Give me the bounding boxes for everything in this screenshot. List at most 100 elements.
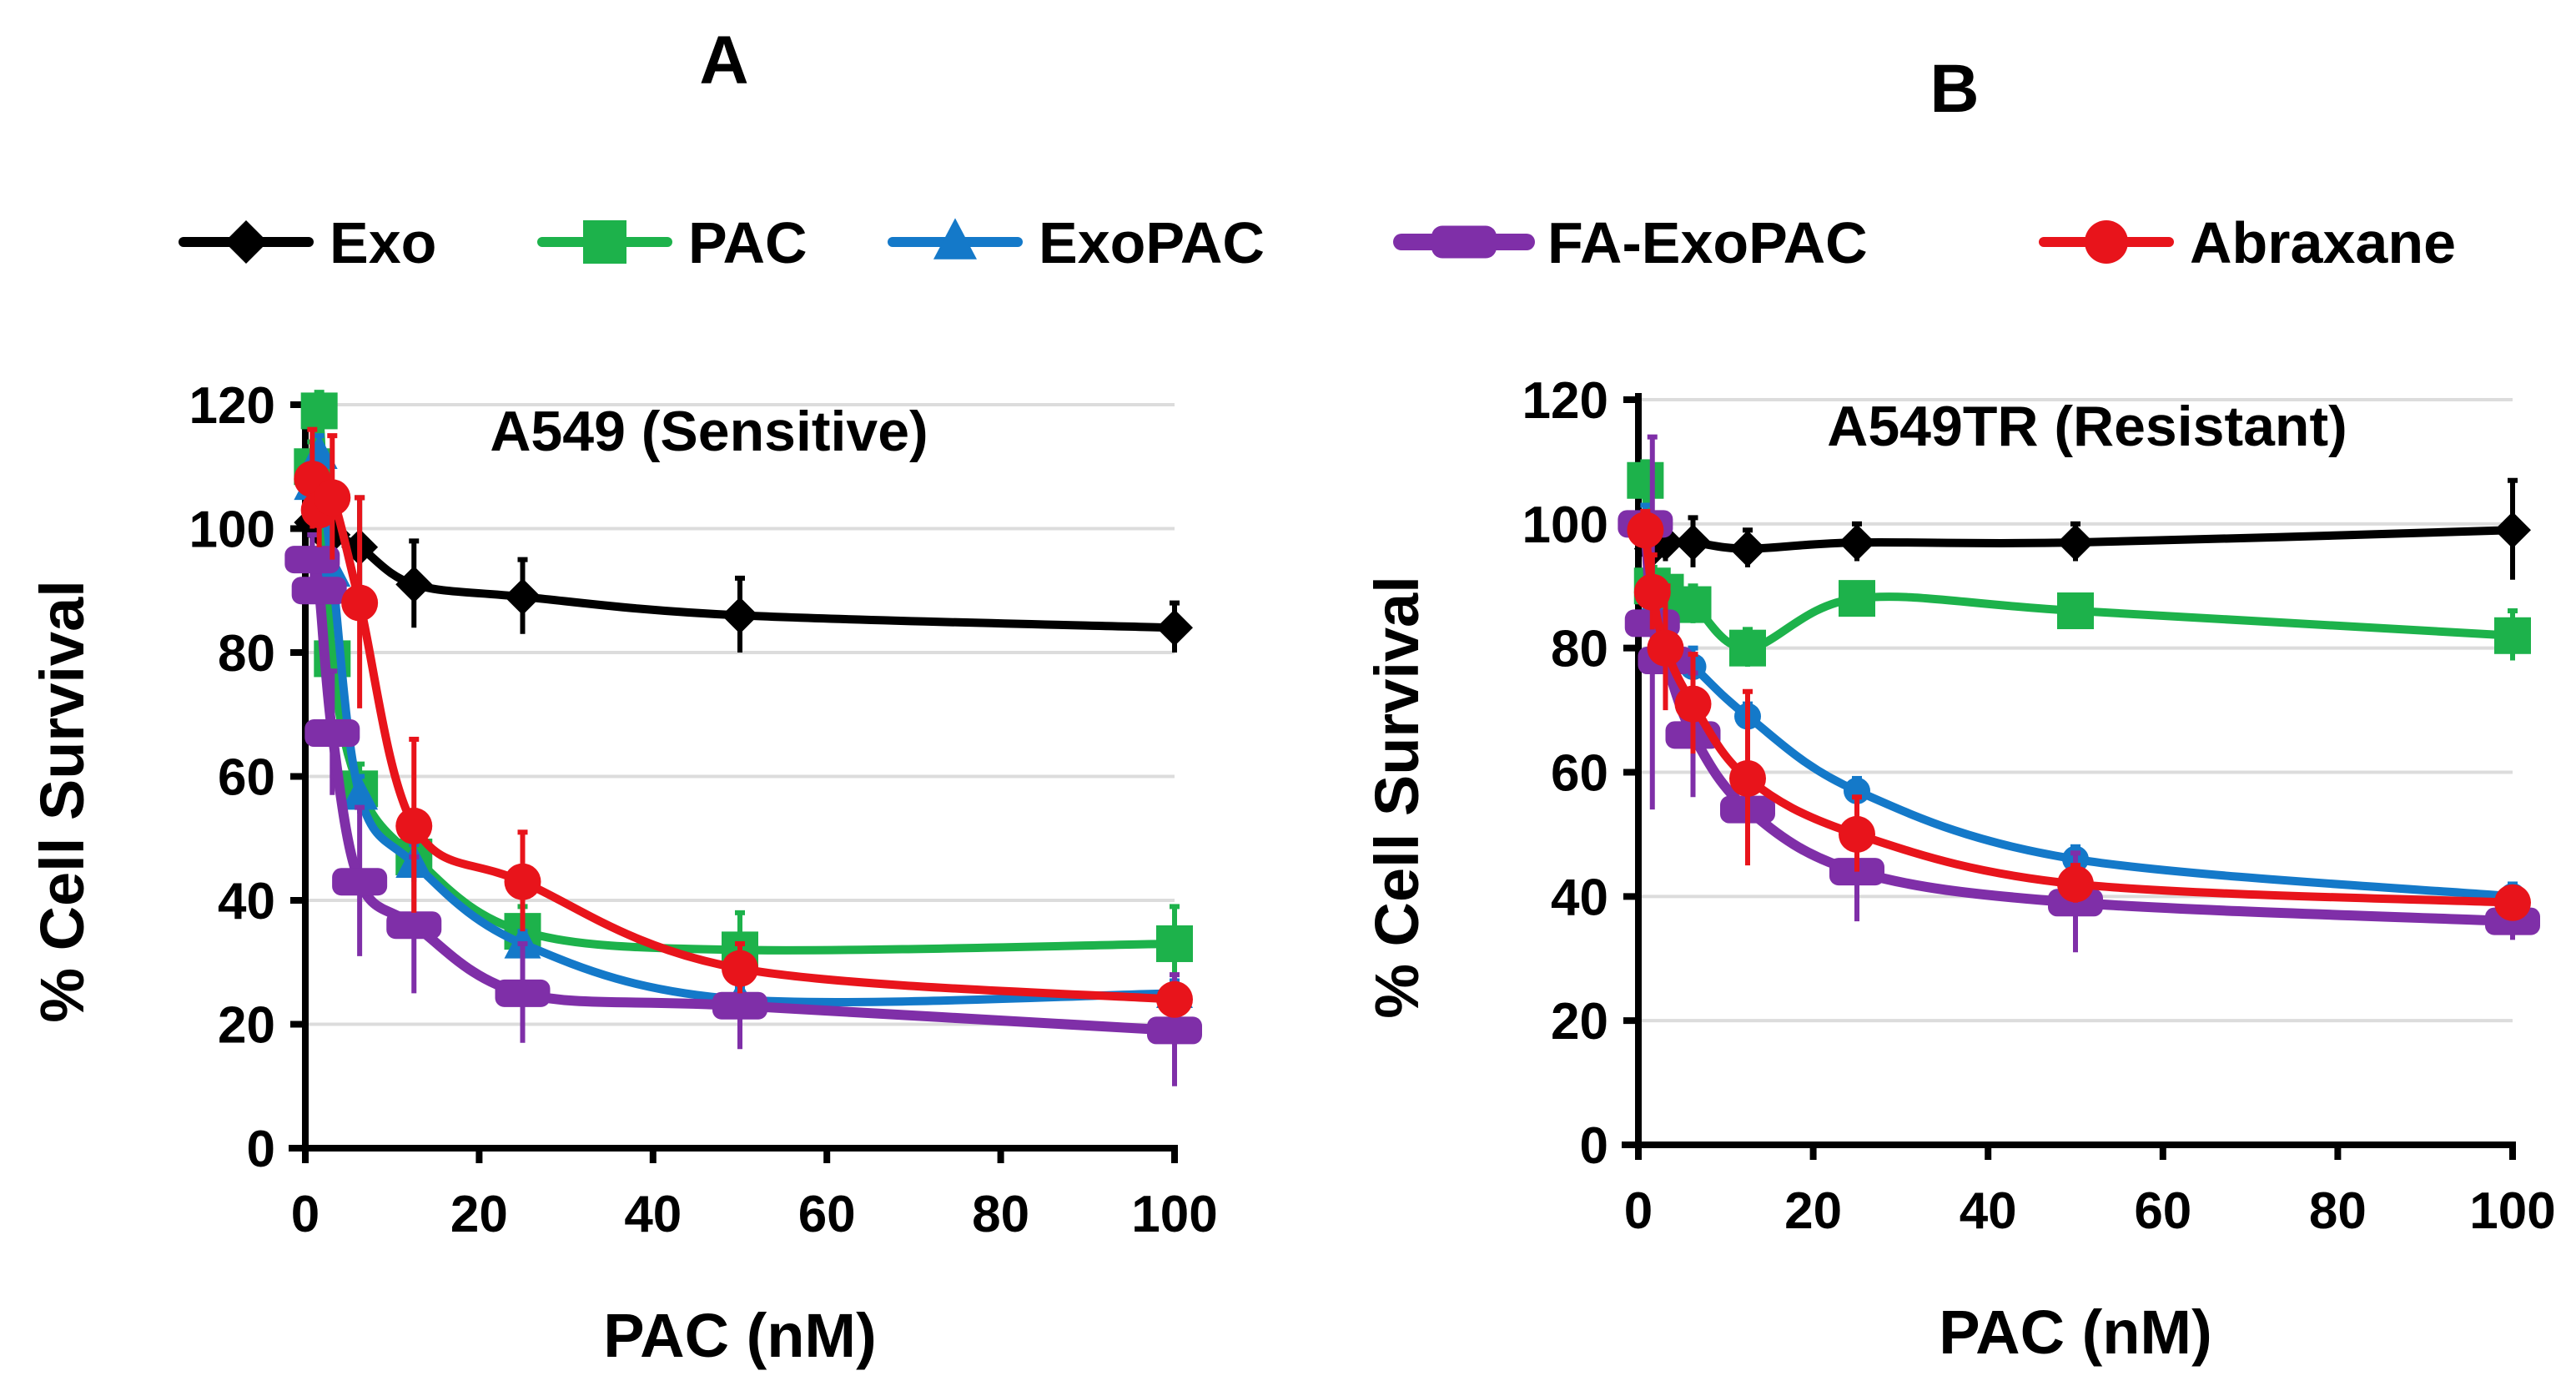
data-point	[1156, 609, 1193, 647]
series-pac	[294, 390, 1193, 987]
panel-a: 0 20 40 60 80 100 120 0 20 40 60 80 100 PAC (nM) % Cel…	[28, 377, 1218, 1370]
x-tick-label: 100	[2469, 1182, 2555, 1240]
data-point	[495, 979, 551, 1007]
data-point	[1156, 980, 1193, 1018]
legend-item-abraxane: Abraxane	[2039, 210, 2456, 275]
data-point	[291, 577, 347, 605]
data-point	[2057, 592, 2094, 630]
data-point	[1627, 461, 1664, 499]
legend-label: PAC	[688, 210, 808, 275]
y-axis-label: % Cell Survival	[28, 580, 97, 1023]
data-point	[722, 950, 758, 987]
data-point	[1839, 524, 1875, 562]
y-tick-label: 20	[218, 997, 275, 1055]
y-tick-label: 120	[1522, 372, 1608, 430]
y-tick-label: 120	[189, 377, 275, 435]
data-point	[1839, 815, 1875, 853]
data-point	[1729, 629, 1766, 667]
series-abraxane	[1627, 508, 2531, 921]
data-point	[504, 863, 541, 900]
plot-title: A549 (Sensitive)	[490, 400, 928, 463]
data-point	[304, 719, 360, 748]
data-point	[2494, 617, 2531, 654]
y-axis-label: % Cell Survival	[1362, 576, 1431, 1019]
data-point	[1627, 512, 1664, 549]
x-tick-label: 0	[291, 1186, 319, 1243]
y-tick-label: 40	[1551, 869, 1608, 926]
x-tick-label: 0	[1624, 1182, 1653, 1240]
data-point	[2494, 512, 2531, 549]
legend: Exo PAC ExoPAC FA-ExoPAC Abraxane	[179, 210, 2456, 275]
x-tick-label: 40	[624, 1186, 682, 1243]
data-point	[332, 868, 388, 896]
data-point	[341, 774, 379, 810]
data-point	[386, 911, 442, 940]
x-tick-label: 80	[2309, 1182, 2367, 1240]
x-tick-label: 40	[1960, 1182, 2017, 1240]
data-point	[1674, 685, 1712, 723]
series-exo	[1627, 477, 2531, 580]
y-tick-label: 0	[1580, 1117, 1608, 1175]
data-point	[341, 584, 379, 622]
data-point	[1147, 1016, 1202, 1045]
y-tick-label: 60	[218, 749, 275, 807]
data-point	[395, 566, 433, 603]
legend-item-pac: PAC	[537, 210, 808, 275]
data-point	[2057, 865, 2094, 903]
data-point	[1674, 586, 1712, 623]
series-abraxane	[294, 426, 1193, 1018]
y-tick-label: 80	[218, 625, 275, 683]
data-point	[1729, 530, 1766, 567]
data-point	[722, 597, 758, 634]
panel-label-b: B	[1929, 51, 1979, 127]
legend-marker-icon	[224, 220, 268, 264]
data-point	[284, 546, 340, 574]
legend-marker-icon	[1431, 225, 1497, 259]
series-line	[1641, 529, 2513, 907]
data-point	[1156, 925, 1193, 962]
data-point	[1844, 777, 1870, 804]
legend-item-fa-exopac: FA-ExoPAC	[1393, 210, 1868, 275]
series-line	[308, 399, 1175, 955]
x-axis-label: PAC (nM)	[603, 1301, 876, 1370]
data-point	[300, 392, 338, 430]
legend-label: FA-ExoPAC	[1547, 210, 1868, 275]
legend-marker-icon	[583, 220, 626, 264]
x-axis-label: PAC (nM)	[1939, 1298, 2211, 1367]
legend-label: Abraxane	[2190, 210, 2456, 275]
panel-label-a: A	[699, 23, 748, 98]
y-tick-label: 40	[218, 873, 275, 930]
series-exopac	[1632, 502, 2526, 910]
y-tick-label: 60	[1551, 745, 1608, 803]
data-point	[395, 807, 433, 844]
y-tick-label: 80	[1551, 621, 1608, 678]
data-point	[2494, 884, 2531, 921]
data-point	[1839, 580, 1875, 617]
legend-label: Exo	[330, 210, 436, 275]
series-line	[1641, 523, 2513, 901]
legend-item-exopac: ExoPAC	[888, 210, 1265, 275]
data-point	[314, 479, 351, 517]
x-tick-label: 20	[1784, 1182, 1842, 1240]
data-point	[504, 578, 541, 616]
series-exo	[294, 495, 1193, 653]
legend-item-exo: Exo	[179, 210, 436, 275]
x-tick-label: 60	[798, 1186, 856, 1243]
data-point	[1674, 524, 1712, 562]
legend-marker-icon	[2085, 220, 2128, 264]
y-tick-label: 20	[1551, 993, 1608, 1051]
series-pac	[1627, 459, 2531, 667]
data-point	[1633, 573, 1671, 611]
x-tick-label: 60	[2134, 1182, 2191, 1240]
data-point	[712, 991, 767, 1020]
x-tick-label: 100	[1131, 1186, 1217, 1243]
x-tick-label: 20	[450, 1186, 508, 1243]
panel-b: 0 20 40 60 80 100 120 0 20 40 60 80 100 PAC (nM) % Cel…	[1362, 372, 2556, 1367]
legend-label: ExoPAC	[1039, 210, 1265, 275]
series-line	[308, 478, 1175, 1004]
y-tick-label: 100	[189, 501, 275, 559]
data-point	[1647, 629, 1684, 667]
y-tick-label: 100	[1522, 496, 1608, 554]
plot-title: A549TR (Resistant)	[1827, 395, 2347, 458]
